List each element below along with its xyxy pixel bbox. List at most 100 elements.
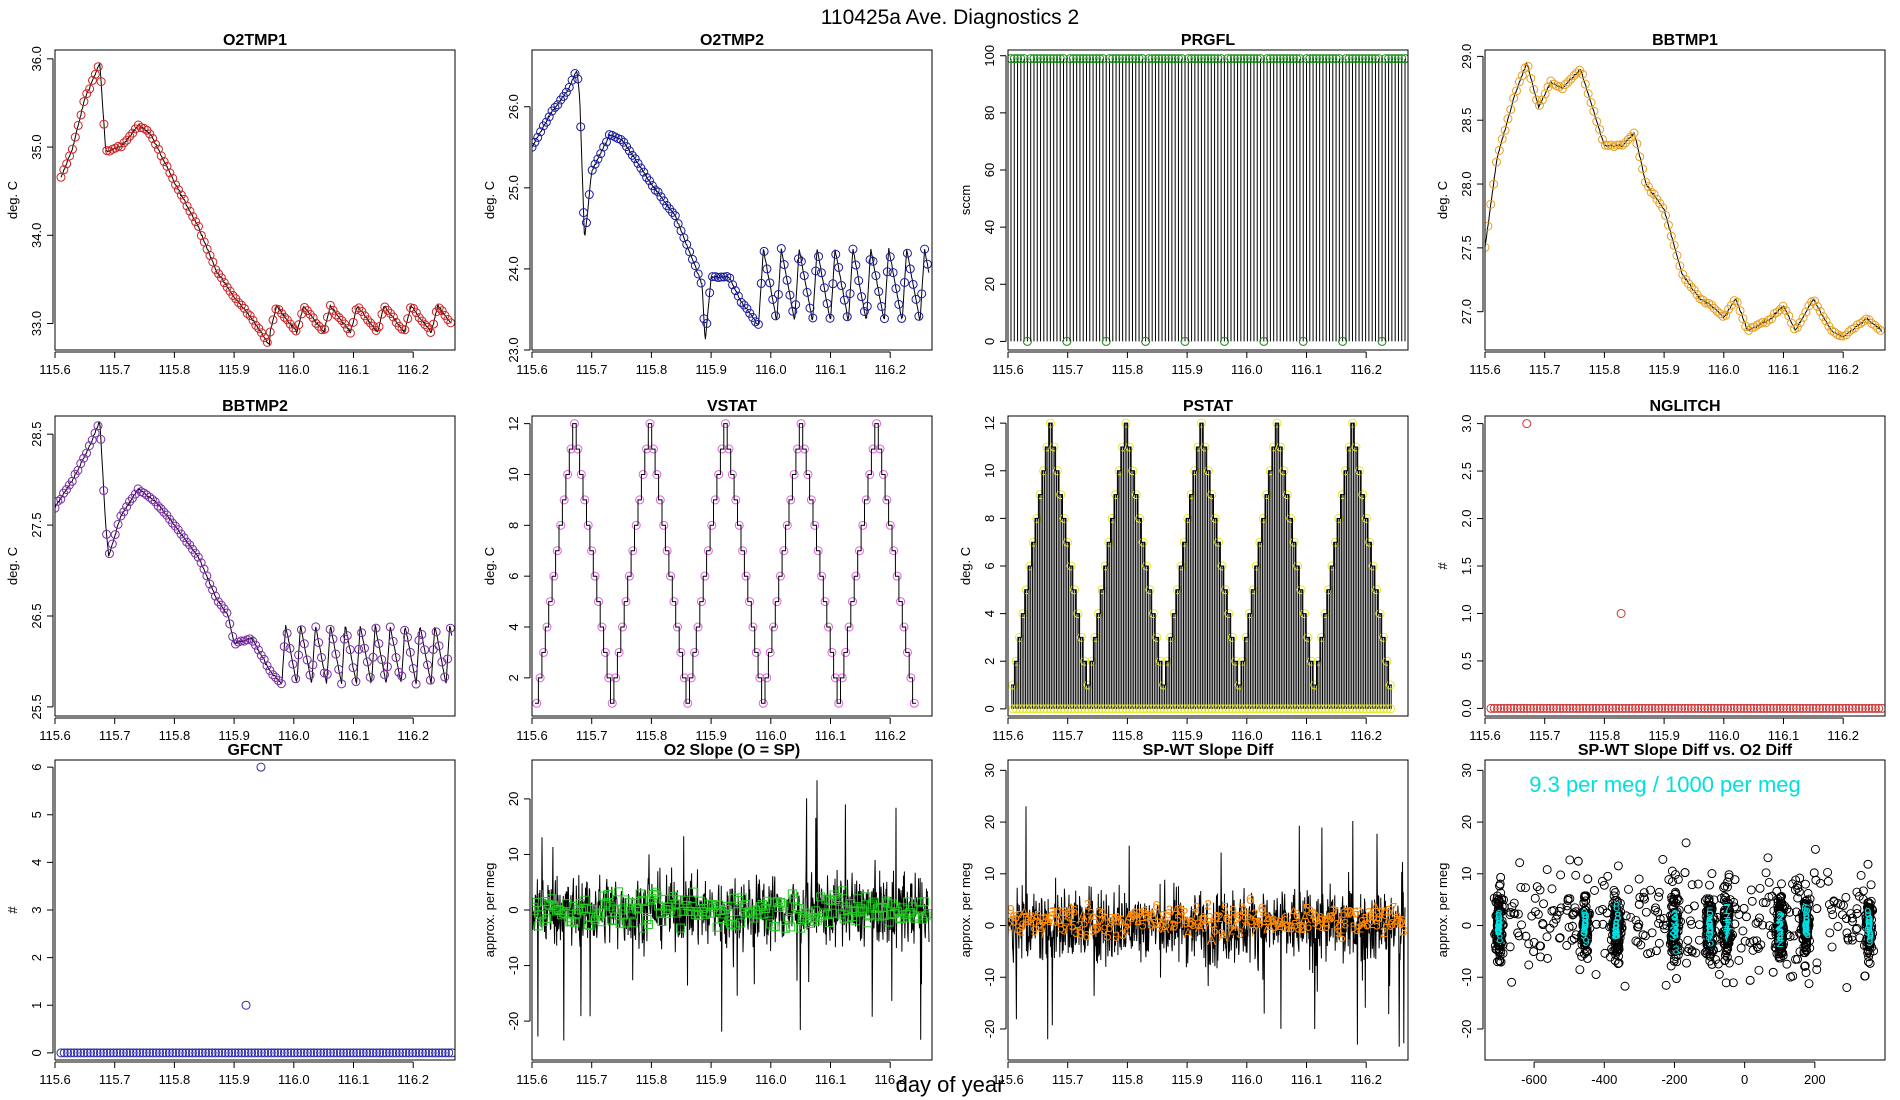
data-point: 3 [1096,904,1104,920]
y-tick-label: 35.0 [29,134,44,159]
data-point [796,923,806,933]
data-point [1835,331,1845,341]
data-point [1578,703,1588,713]
data-point [262,337,272,347]
data-point [434,303,444,313]
data-point [1591,919,1601,929]
data-point [1275,442,1285,452]
data-point [1334,54,1344,64]
data-point [147,495,157,505]
data-point [1507,977,1516,987]
data-point [1265,54,1275,64]
data-point [1852,909,1862,918]
y-tick-label: 6 [29,764,44,771]
data-point [1611,703,1621,713]
data-point [1719,703,1729,713]
data-point [59,165,69,175]
data-point [325,1048,335,1058]
y-tick-label: 26.5 [29,603,44,628]
data-point [1634,919,1644,929]
data-point [1142,561,1152,571]
data-point [1707,904,1717,914]
data-point [679,906,689,916]
data-point [1804,916,1814,926]
data-point [141,1048,151,1058]
x-tick-label: 116.1 [1768,728,1800,743]
data-point [1216,54,1226,64]
data-point [1063,537,1073,547]
data-point: 9 [1241,911,1249,927]
data-point [1714,970,1724,979]
data-point [1706,703,1716,713]
x-tick-label: 116.1 [1768,362,1800,377]
data-point [1522,703,1532,713]
panel-gfcnt: GFCNT#115.6 115.7 115.8 115.9 116.0 116.1 116.… [5,742,456,1087]
x-tick-label: 116.0 [278,1072,310,1087]
data-point [1639,892,1648,902]
data-point [848,244,858,254]
data-point [902,248,912,258]
data-point [1354,466,1364,476]
data-point [598,891,608,901]
data-point [1724,872,1734,882]
data-point [805,303,815,313]
data-point [1022,336,1032,346]
data-point: 5 [1361,911,1369,927]
data-point: 9 [1089,922,1097,938]
panel-title: BBTMP2 [222,398,288,415]
panel-title: O2TMP2 [700,32,764,49]
data-point [401,1048,411,1058]
data-point [1308,54,1318,64]
data-point [202,571,212,581]
data-point [1575,965,1585,974]
data-point [1075,54,1085,64]
data-point [782,912,792,922]
data-point [239,303,249,313]
data-point: 6 [1398,912,1406,928]
data-point [1739,903,1749,913]
data-point [1658,920,1668,930]
data-point [1496,703,1506,713]
plot-frame [531,759,933,1061]
data-point [655,495,665,505]
data-point [316,1048,326,1058]
data-point [1735,306,1745,316]
data-point [570,69,580,79]
data-point: 5 [1338,929,1346,945]
data-point [1841,703,1851,713]
data-point [371,623,381,633]
data-point [1788,879,1797,889]
data-point [1272,418,1282,428]
data-point [110,530,120,540]
data-point [1724,870,1734,880]
data-point: 7 [1249,924,1257,940]
data-point: 9 [1112,928,1120,944]
plot-frame [1484,49,1886,351]
data-point [1772,703,1782,713]
data-point [1618,140,1628,150]
data-point [1575,703,1585,713]
x-tick-label: 0 [1741,1072,1748,1087]
data-point [1537,95,1547,105]
data-point [1815,703,1825,713]
data-point [1519,703,1529,713]
data-point [311,622,321,632]
data-point [1706,949,1715,959]
data-point [666,571,676,581]
data-point [1569,909,1578,919]
data-point [1877,703,1885,713]
data-point [553,100,563,110]
data-point [125,1048,135,1058]
data-point [354,644,364,654]
data-point: 9 [1136,905,1144,921]
data-point [1824,703,1834,713]
data-point [624,146,634,156]
data-point [576,469,586,479]
data-point [1145,585,1155,595]
data-point [685,247,695,257]
data-point: 7 [1144,908,1152,924]
data-point: A [1254,914,1264,930]
figure-xlabel: day of year [896,1072,1005,1097]
data-point [634,903,644,913]
